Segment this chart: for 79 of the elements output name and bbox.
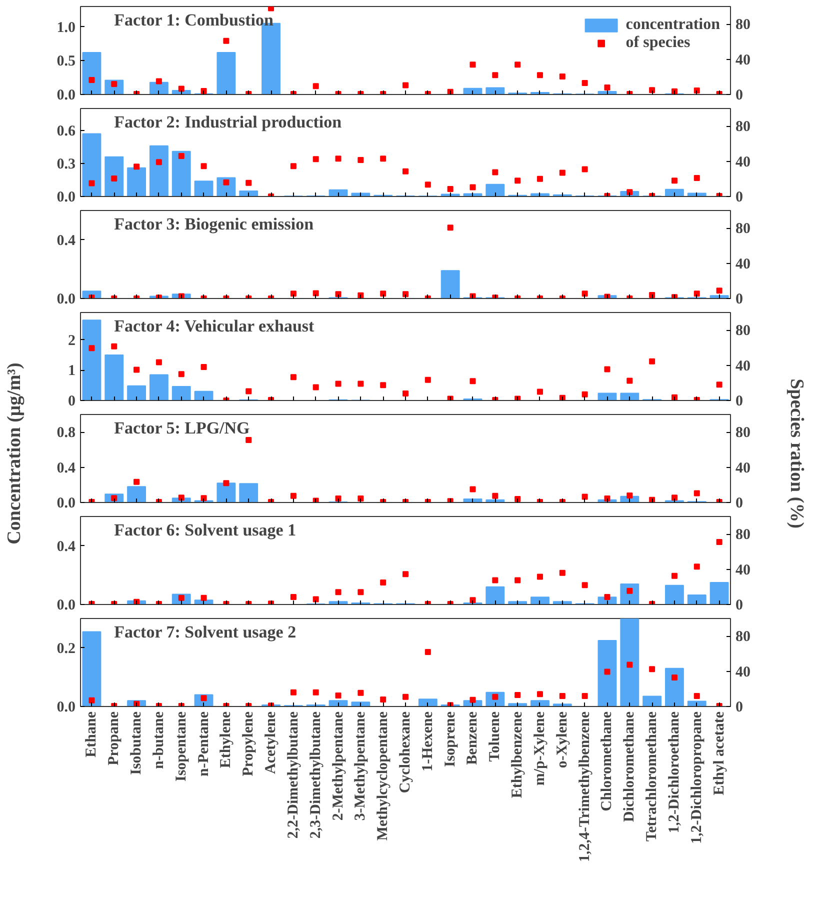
y-tick-label: 0.0 bbox=[56, 292, 76, 308]
x-tick-label: Ethane bbox=[84, 711, 100, 758]
y2-tick-label: 40 bbox=[736, 562, 750, 578]
y2-tick-label: 0 bbox=[736, 496, 743, 512]
y-tick-label: 0.0 bbox=[56, 496, 76, 512]
y2-tick-label: 80 bbox=[736, 323, 750, 340]
x-tick-label: Cyclohexane bbox=[398, 711, 414, 794]
x-tick-label: Isopentane bbox=[173, 711, 190, 782]
y-tick-label: 0.0 bbox=[56, 700, 76, 716]
x-tick-label: 1,2,4-Trimethylbenzene bbox=[576, 711, 593, 862]
x-tick-label: Propylene bbox=[240, 711, 257, 776]
y-tick-label: 0.3 bbox=[56, 156, 76, 172]
x-tick-label: Toluene bbox=[487, 711, 504, 762]
x-tick-label: Isoprene bbox=[442, 711, 458, 768]
chart-title: Factor 4: Vehicular exhaust bbox=[114, 316, 315, 336]
y2-tick-label: 80 bbox=[736, 629, 750, 646]
y2-tick-label: 80 bbox=[736, 425, 750, 442]
x-tick-label: Benzene bbox=[464, 711, 481, 765]
y2-tick-label: 40 bbox=[736, 154, 750, 170]
y2-tick-label: 0 bbox=[736, 700, 743, 716]
y2-tick-label: 40 bbox=[736, 256, 750, 272]
chart-title: Factor 6: Solvent usage 1 bbox=[114, 520, 296, 540]
y-tick-label: 0.0 bbox=[56, 190, 76, 206]
x-tick-label: 1-Hexene bbox=[420, 711, 436, 772]
y2-tick-label: 40 bbox=[736, 460, 750, 476]
x-tick-label: 2-Methylpentane bbox=[330, 711, 346, 821]
x-tick-label: Ethyl acetate bbox=[711, 711, 728, 796]
y2-tick-label: 0 bbox=[736, 88, 743, 104]
y2-tick-label: 40 bbox=[736, 358, 750, 374]
x-tick-label: Tetrachloromethane bbox=[644, 711, 660, 842]
y2-tick-label: 40 bbox=[736, 52, 750, 68]
x-tick-label: Propane bbox=[106, 711, 122, 766]
y2-tick-label: 0 bbox=[736, 190, 743, 206]
y-tick-label: 0.4 bbox=[56, 460, 76, 476]
x-tick-label: o-Xylene bbox=[554, 711, 570, 768]
y2-tick-label: 0 bbox=[736, 292, 743, 308]
chart-title: Factor 7: Solvent usage 2 bbox=[114, 622, 296, 642]
x-tick-label: Ethylene bbox=[218, 711, 234, 768]
x-tick-label: Acetylene bbox=[263, 711, 280, 774]
y-tick-label: 0.0 bbox=[56, 88, 76, 104]
y2-tick-label: 80 bbox=[736, 527, 750, 544]
y-tick-label: 0.0 bbox=[56, 598, 76, 614]
x-tick-label: Dichloromethane bbox=[622, 711, 638, 822]
x-tick-label: 2,2-Dimethylbutane bbox=[285, 711, 302, 839]
chart-title: Factor 5: LPG/NG bbox=[114, 418, 250, 438]
y-tick-label: 0.4 bbox=[56, 232, 76, 249]
x-tick-label: Ethylbenzene bbox=[510, 711, 526, 798]
legend-label: of species bbox=[626, 34, 690, 52]
x-tick-label: Methylcyclopentane bbox=[375, 711, 392, 841]
x-tick-label: Isobutane bbox=[128, 711, 145, 775]
y2-tick-label: 80 bbox=[736, 221, 750, 238]
y-tick-label: 0.8 bbox=[56, 425, 76, 442]
x-tick-label: n-butane bbox=[150, 711, 167, 770]
x-tick-label: m/p-Xylene bbox=[532, 711, 548, 786]
x-tick-label: Chloromethane bbox=[599, 711, 616, 812]
y-tick-label: 0.6 bbox=[56, 124, 76, 140]
y2-tick-label: 0 bbox=[736, 394, 743, 410]
y2-axis-title: Species ration (%) bbox=[786, 378, 807, 528]
y2-tick-label: 0 bbox=[736, 598, 743, 614]
legend-label: concentration bbox=[626, 16, 720, 34]
y-tick-label: 1.0 bbox=[56, 20, 76, 36]
chart-title: Factor 1: Combustion bbox=[114, 10, 274, 30]
x-tick-label: 1,2-Dichloropropane bbox=[688, 711, 705, 844]
y-tick-label: 0.5 bbox=[56, 54, 76, 70]
x-tick-label: n-Pentane bbox=[196, 711, 212, 776]
x-tick-label: 1,2-Dichloroethane bbox=[666, 711, 682, 834]
y2-tick-label: 40 bbox=[736, 664, 750, 680]
x-tick-label: 2,3-Dimethylbutane bbox=[308, 711, 324, 839]
y-tick-label: 2 bbox=[68, 332, 76, 349]
y-tick-label: 0 bbox=[68, 394, 76, 410]
y-tick-label: 1 bbox=[68, 363, 76, 380]
chart-title: Factor 2: Industrial production bbox=[114, 112, 342, 132]
x-tick-label: 3-Methylpentane bbox=[352, 711, 369, 821]
y-axis-title: Concentration (μg/m³) bbox=[4, 362, 25, 544]
chart-title: Factor 3: Biogenic emission bbox=[114, 214, 314, 234]
y-tick-label: 0.4 bbox=[56, 538, 76, 555]
y2-tick-label: 80 bbox=[736, 17, 750, 34]
y2-tick-label: 80 bbox=[736, 119, 750, 136]
y-tick-label: 0.2 bbox=[56, 640, 76, 657]
